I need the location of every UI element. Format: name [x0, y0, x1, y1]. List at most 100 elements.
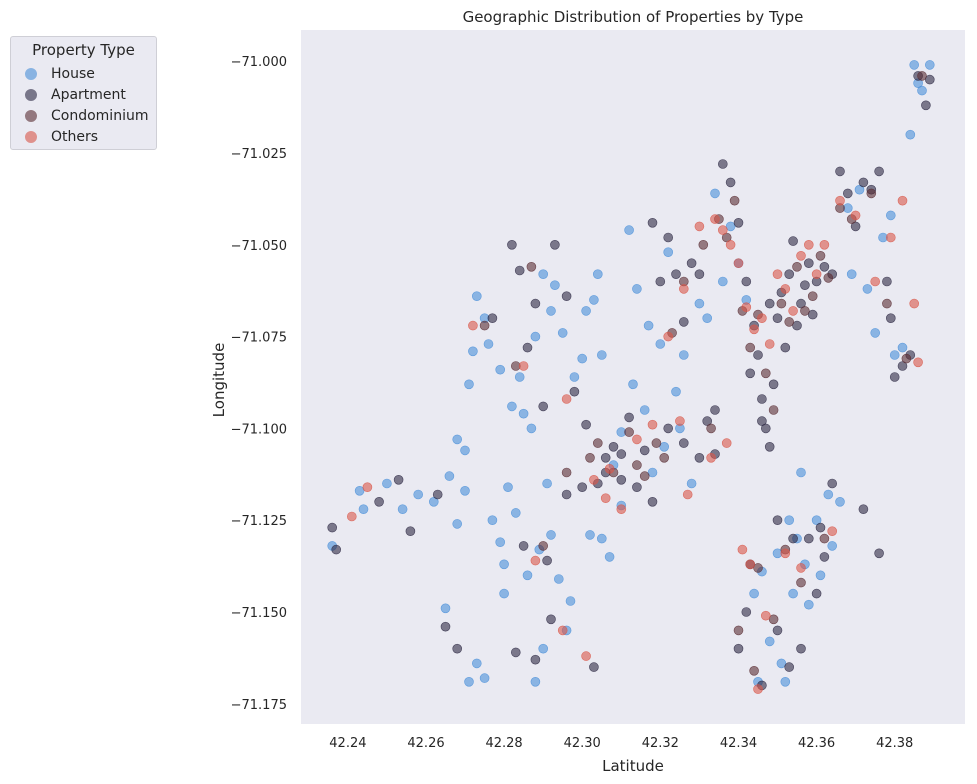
data-point-apartment	[772, 515, 783, 526]
data-point-house	[464, 379, 474, 390]
data-point-others	[694, 221, 705, 232]
data-point-apartment	[885, 313, 896, 324]
data-point-house	[823, 489, 834, 500]
data-point-house	[725, 221, 736, 232]
data-point-condominium	[632, 460, 642, 470]
data-point-condominium	[792, 261, 802, 272]
data-point-others	[557, 625, 568, 636]
data-point-condominium	[659, 452, 670, 463]
data-point-others	[675, 416, 685, 426]
data-point-house	[471, 658, 482, 669]
data-point-house	[870, 328, 881, 338]
data-point-apartment	[393, 474, 404, 485]
data-point-house	[780, 676, 791, 687]
data-point-house	[663, 247, 674, 257]
data-point-condominium	[706, 423, 716, 434]
legend-marker-others	[25, 131, 37, 143]
data-point-apartment	[639, 445, 650, 456]
data-point-house	[702, 313, 713, 324]
data-point-apartment	[858, 177, 869, 188]
data-point-house	[499, 559, 509, 570]
chart-title: Geographic Distribution of Properties by…	[463, 8, 804, 26]
data-point-house	[471, 291, 482, 302]
data-point-apartment	[741, 276, 752, 287]
data-point-others	[753, 684, 763, 694]
data-point-condominium	[796, 577, 806, 588]
data-point-house	[647, 467, 658, 478]
data-point-apartment	[647, 496, 658, 507]
data-point-house	[495, 364, 506, 375]
data-point-house	[710, 188, 720, 199]
y-axis-label: Longitude	[210, 343, 228, 418]
data-point-others	[616, 504, 627, 515]
data-point-house	[643, 320, 654, 331]
data-point-apartment	[733, 643, 744, 654]
data-point-apartment	[780, 342, 791, 353]
data-point-apartment	[764, 441, 775, 452]
data-point-others	[749, 324, 759, 335]
data-point-apartment	[788, 533, 798, 544]
data-point-apartment	[694, 452, 705, 463]
data-point-condominium	[733, 625, 744, 636]
data-point-house	[495, 537, 506, 548]
data-point-apartment	[608, 441, 619, 452]
data-point-apartment	[768, 379, 779, 390]
data-point-apartment	[671, 269, 681, 280]
data-point-apartment	[772, 313, 783, 324]
data-point-house	[835, 496, 845, 507]
y-tick-label: −71.150	[231, 606, 287, 621]
data-point-apartment	[686, 258, 697, 269]
data-point-house	[503, 482, 513, 493]
data-point-apartment	[514, 265, 525, 276]
data-point-apartment	[803, 258, 814, 269]
data-point-apartment	[432, 489, 443, 500]
data-point-apartment	[518, 541, 529, 551]
data-point-apartment	[694, 269, 705, 280]
data-point-house	[889, 350, 900, 360]
data-point-apartment	[440, 621, 451, 632]
data-point-condominium	[800, 306, 810, 316]
data-point-house	[499, 588, 509, 599]
legend-marker-house	[25, 68, 37, 80]
data-point-house	[632, 284, 642, 294]
data-point-condominium	[538, 541, 549, 551]
data-point-others	[663, 331, 674, 342]
data-point-apartment	[745, 368, 756, 379]
data-point-house	[483, 339, 494, 349]
data-point-apartment	[784, 269, 795, 280]
y-tick-label: −71.075	[231, 331, 287, 346]
data-point-apartment	[542, 555, 552, 566]
legend-marker-condominium	[25, 110, 37, 122]
y-tick-label: −71.125	[231, 514, 287, 529]
plot-area	[301, 30, 965, 724]
data-point-others	[772, 269, 783, 280]
data-point-apartment	[452, 643, 463, 654]
data-point-apartment	[655, 276, 666, 287]
x-tick-label: 42.34	[720, 736, 757, 751]
data-point-house	[796, 467, 806, 478]
data-point-apartment	[897, 361, 908, 371]
data-point-others	[710, 214, 720, 224]
data-point-others	[346, 511, 357, 522]
data-point-house	[885, 210, 896, 221]
data-point-house	[460, 485, 470, 496]
data-point-condominium	[819, 533, 830, 544]
legend-label-apartment: Apartment	[51, 87, 126, 103]
data-point-house	[569, 372, 580, 382]
data-point-house	[815, 570, 826, 581]
data-point-apartment	[733, 218, 744, 228]
data-point-others	[632, 434, 642, 445]
data-point-condominium	[698, 240, 709, 250]
data-point-condominium	[729, 195, 740, 206]
data-point-apartment	[600, 452, 611, 463]
data-point-apartment	[807, 309, 818, 320]
data-point-others	[581, 651, 591, 661]
data-point-apartment	[803, 533, 814, 544]
data-point-apartment	[561, 489, 572, 500]
data-point-house	[854, 184, 865, 195]
data-point-house	[452, 519, 463, 529]
data-points	[327, 60, 935, 694]
y-tick-label: −71.025	[231, 147, 287, 162]
x-tick-label: 42.30	[564, 736, 601, 751]
data-point-others	[811, 269, 822, 280]
